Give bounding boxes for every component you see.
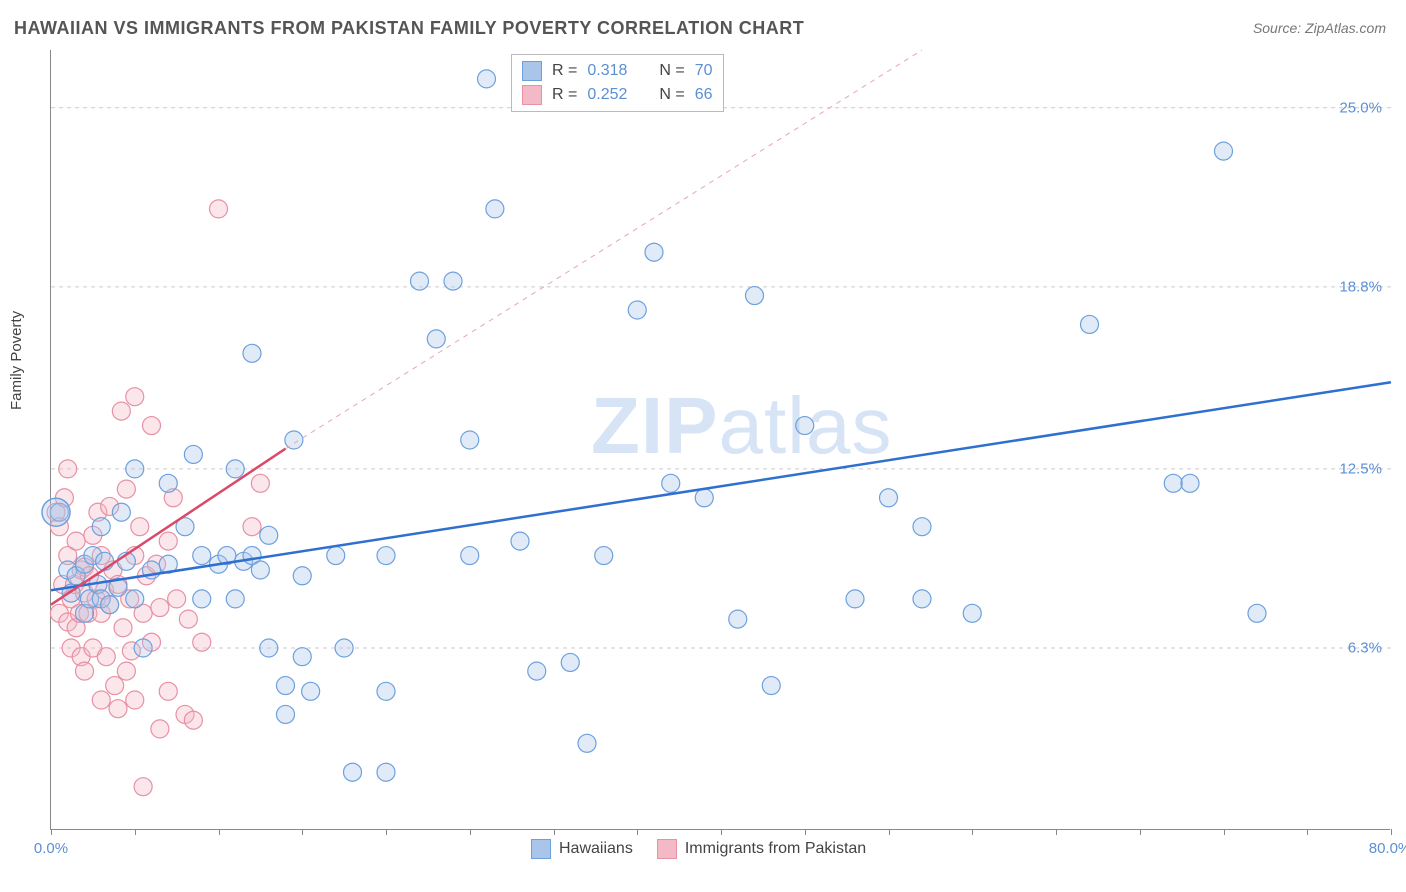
legend-series: Hawaiians Immigrants from Pakistan [531, 839, 866, 859]
r-value-1: 0.252 [587, 86, 627, 104]
y-tick-label: 6.3% [1348, 640, 1382, 657]
legend-row-pakistan: R = 0.252 N = 66 [522, 83, 713, 107]
x-tick [51, 829, 52, 835]
x-tick-max: 80.0% [1369, 840, 1406, 857]
n-value-0: 70 [695, 62, 713, 80]
r-value-0: 0.318 [587, 62, 627, 80]
swatch-hawaiians [522, 61, 542, 81]
chart-svg [51, 50, 1390, 829]
plot-area: ZIPatlas R = 0.318 N = 70 R = 0.252 N = … [50, 50, 1390, 830]
swatch-icon [657, 839, 677, 859]
legend-item-pakistan: Immigrants from Pakistan [657, 839, 866, 859]
x-tick [972, 829, 973, 835]
x-tick [219, 829, 220, 835]
series-name-0: Hawaiians [559, 840, 633, 858]
legend-item-hawaiians: Hawaiians [531, 839, 633, 859]
n-value-1: 66 [695, 86, 713, 104]
x-tick [135, 829, 136, 835]
x-tick [805, 829, 806, 835]
chart-title: HAWAIIAN VS IMMIGRANTS FROM PAKISTAN FAM… [14, 18, 804, 39]
x-tick [721, 829, 722, 835]
n-label: N = [659, 86, 684, 104]
x-tick [302, 829, 303, 835]
series-name-1: Immigrants from Pakistan [685, 840, 866, 858]
swatch-pakistan [522, 85, 542, 105]
x-tick [554, 829, 555, 835]
x-tick [1307, 829, 1308, 835]
y-axis-label: Family Poverty [8, 311, 25, 410]
n-label: N = [659, 62, 684, 80]
y-tick-label: 18.8% [1339, 278, 1382, 295]
legend-stats: R = 0.318 N = 70 R = 0.252 N = 66 [511, 54, 724, 112]
y-tick-label: 25.0% [1339, 99, 1382, 116]
r-label: R = [552, 62, 577, 80]
y-tick-label: 12.5% [1339, 460, 1382, 477]
r-label: R = [552, 86, 577, 104]
x-tick [637, 829, 638, 835]
x-tick-min: 0.0% [34, 840, 68, 857]
legend-row-hawaiians: R = 0.318 N = 70 [522, 59, 713, 83]
x-tick [386, 829, 387, 835]
x-tick [1056, 829, 1057, 835]
x-tick [470, 829, 471, 835]
x-tick [1224, 829, 1225, 835]
source-label: Source: ZipAtlas.com [1253, 20, 1386, 36]
x-tick [1140, 829, 1141, 835]
swatch-icon [531, 839, 551, 859]
x-tick [1391, 829, 1392, 835]
x-tick [889, 829, 890, 835]
